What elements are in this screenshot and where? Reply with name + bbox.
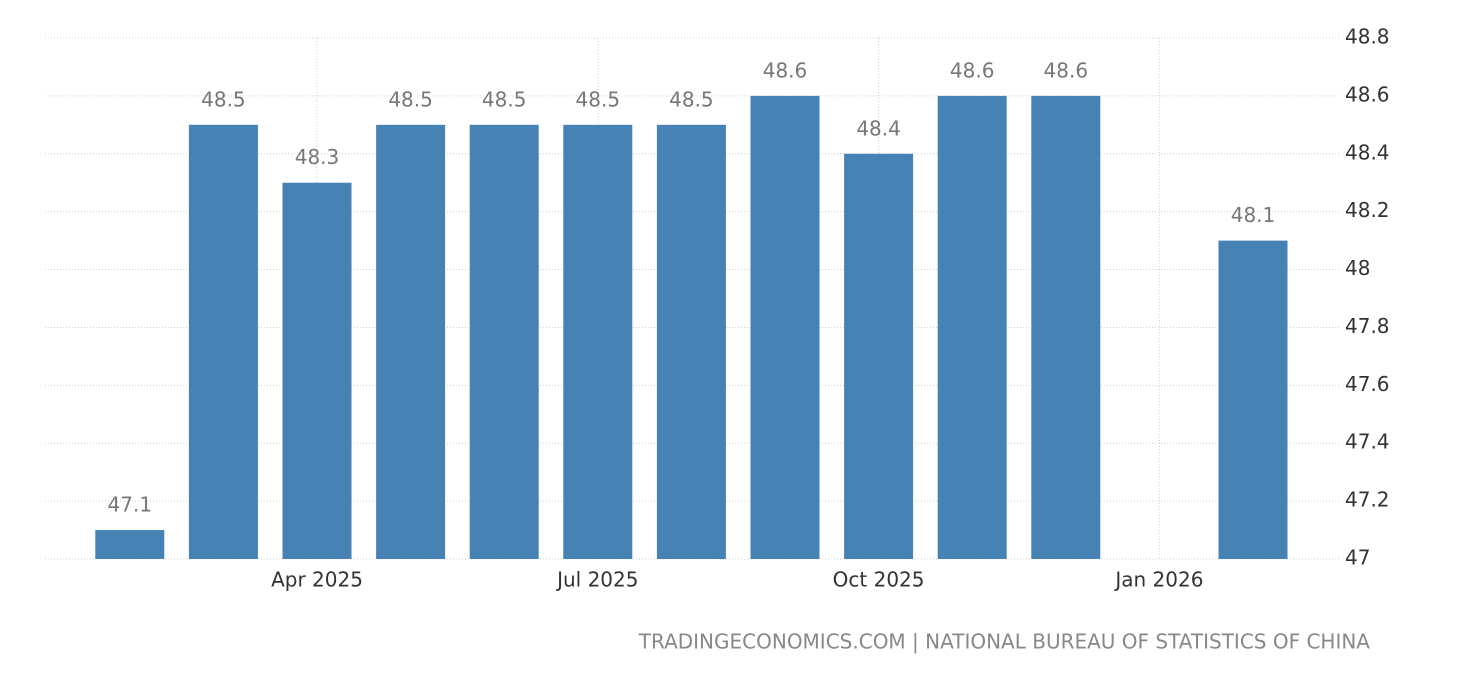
data-label: 48.1 — [1231, 203, 1276, 227]
y-tick-label: 47.2 — [1345, 488, 1390, 512]
y-tick-label: 47.6 — [1345, 372, 1390, 396]
y-tick-label: 48.4 — [1345, 140, 1390, 164]
y-tick-label: 48 — [1345, 256, 1370, 280]
bar — [844, 153, 914, 559]
bar — [469, 124, 539, 559]
data-label: 48.6 — [763, 58, 808, 82]
data-label: 48.6 — [950, 58, 995, 82]
y-tick-label: 48.6 — [1345, 82, 1390, 106]
data-label: 48.5 — [388, 87, 433, 111]
bar — [750, 95, 820, 559]
bar — [282, 182, 352, 559]
y-tick-label: 47 — [1345, 546, 1370, 570]
bar — [656, 124, 726, 559]
y-tick-label: 47.4 — [1345, 430, 1390, 454]
source: TRADINGECONOMICS.COM | NATIONAL BUREAU O… — [638, 630, 1371, 654]
x-tick-label: Jan 2026 — [1113, 568, 1203, 592]
data-label: 48.5 — [669, 87, 714, 111]
bar — [1218, 240, 1288, 559]
data-label: 48.3 — [295, 145, 340, 169]
bar — [376, 124, 446, 559]
data-label: 47.1 — [108, 493, 153, 517]
bar — [188, 124, 258, 559]
bar — [937, 95, 1007, 559]
data-label: 48.6 — [1044, 58, 1089, 82]
bar — [95, 530, 165, 559]
x-tick-label: Apr 2025 — [271, 568, 363, 592]
data-label: 48.5 — [201, 87, 246, 111]
y-tick-label: 48.8 — [1345, 25, 1390, 49]
data-label: 48.4 — [856, 116, 901, 140]
bar — [1031, 95, 1101, 559]
data-label: 48.5 — [576, 87, 621, 111]
bar — [563, 124, 633, 559]
y-tick-label: 47.8 — [1345, 314, 1390, 338]
data-label: 48.5 — [482, 87, 527, 111]
x-tick-label: Oct 2025 — [833, 568, 925, 592]
y-tick-label: 48.2 — [1345, 198, 1390, 222]
x-tick-label: Jul 2025 — [555, 568, 638, 592]
